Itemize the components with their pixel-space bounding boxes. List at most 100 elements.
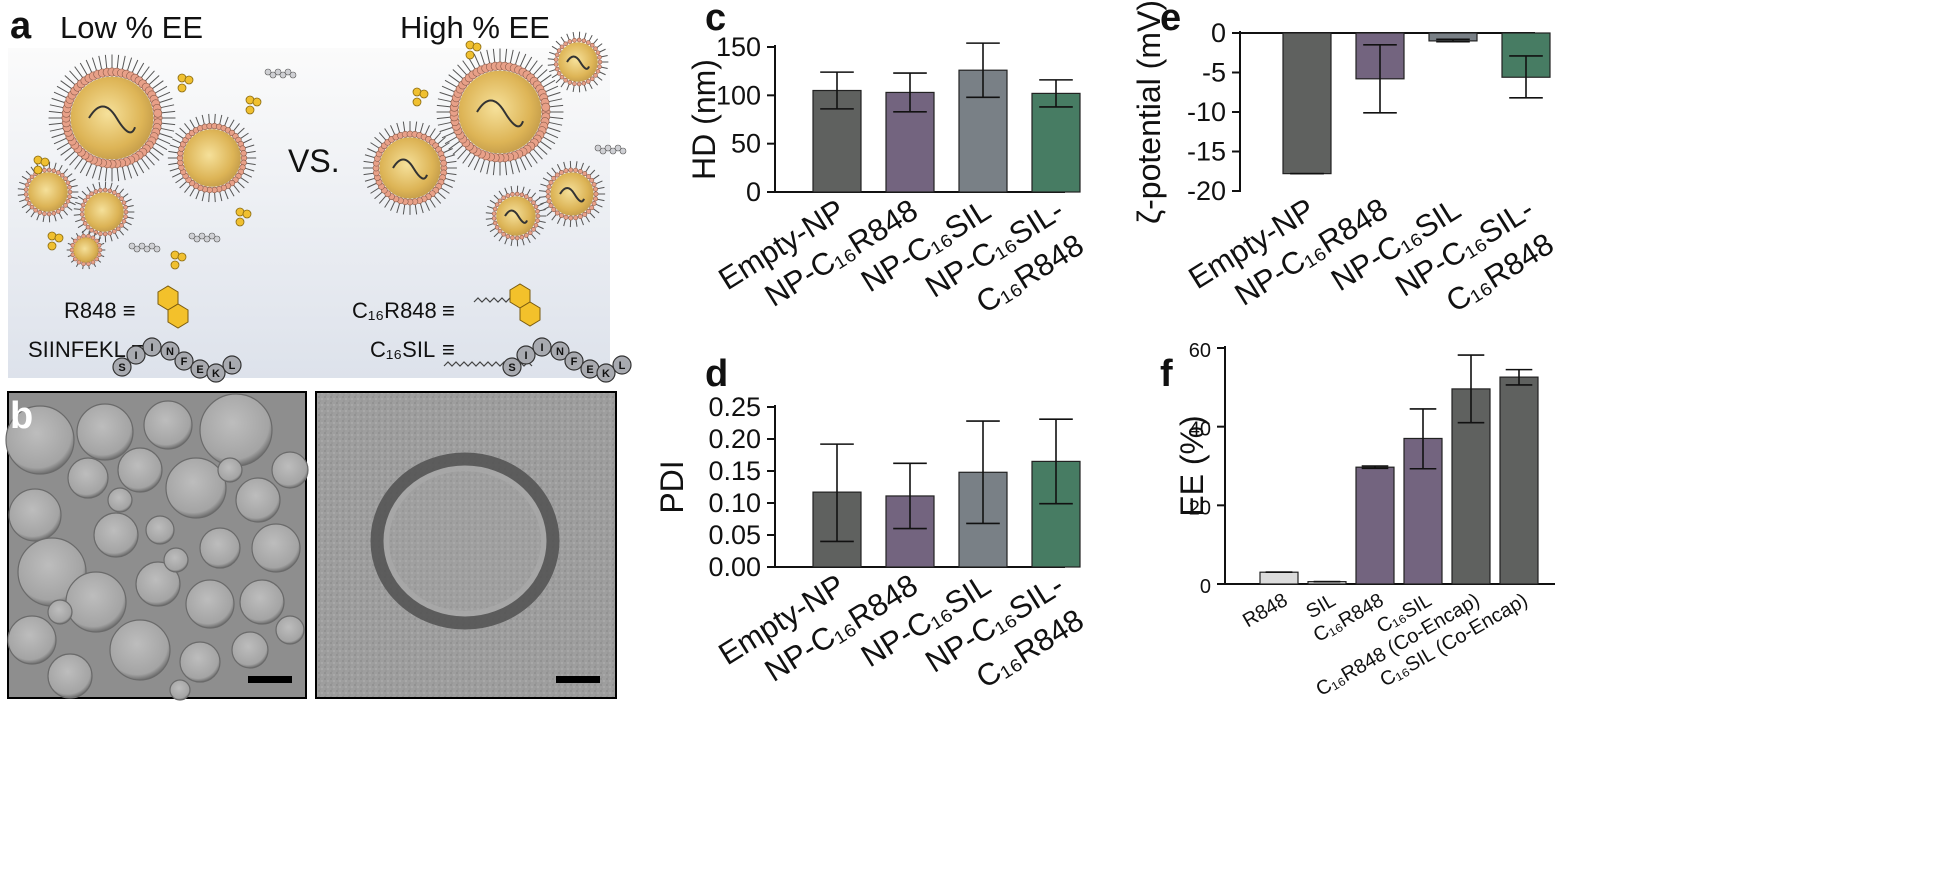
peptide-bead-letter: L bbox=[619, 360, 626, 372]
y-tick-label: -20 bbox=[1187, 176, 1226, 206]
lipid-head bbox=[82, 198, 88, 203]
lipid-head bbox=[59, 206, 65, 212]
lipid-head bbox=[46, 211, 52, 217]
lipid-head bbox=[586, 79, 591, 84]
lipid-head bbox=[524, 233, 529, 238]
nanoparticle-icon bbox=[436, 48, 564, 176]
free-peptide-icon bbox=[274, 68, 282, 76]
np-cargo bbox=[559, 187, 585, 203]
droplet-field bbox=[5, 393, 309, 701]
lipid-head bbox=[597, 64, 602, 70]
free-peptide-icon bbox=[133, 245, 141, 253]
bar bbox=[1282, 32, 1332, 175]
free-peptide-icon bbox=[198, 232, 206, 240]
lipid-head bbox=[541, 102, 551, 112]
lipid-head bbox=[89, 227, 94, 233]
y-tick-label: 0.10 bbox=[708, 488, 761, 518]
lipid-head bbox=[533, 222, 539, 228]
lipid-head bbox=[119, 223, 124, 228]
free-r848-icon bbox=[245, 105, 255, 115]
lipid-head bbox=[589, 205, 595, 211]
lipid-head bbox=[85, 194, 91, 200]
lipid-head bbox=[551, 175, 557, 181]
y-tick-label: 0.20 bbox=[708, 424, 761, 454]
y-tick-label: 0.25 bbox=[708, 392, 761, 422]
y-tick-label: 40 bbox=[1189, 419, 1211, 441]
y-tick-label: 0 bbox=[1211, 18, 1226, 48]
lipid-head bbox=[67, 189, 73, 195]
lipid-head bbox=[240, 150, 247, 157]
lipid-head bbox=[577, 169, 583, 174]
peptide-bead-letter: N bbox=[556, 346, 564, 358]
lipid-head bbox=[153, 108, 163, 118]
peptide-bead-letter: I bbox=[540, 342, 543, 354]
free-peptide-icon bbox=[604, 144, 612, 152]
tem-right-image bbox=[315, 391, 617, 699]
free-r848-icon bbox=[412, 97, 422, 107]
np-cargo bbox=[566, 55, 590, 70]
lipid-head bbox=[26, 178, 32, 183]
free-peptide-icon bbox=[153, 245, 161, 253]
emulsion-droplet bbox=[109, 619, 171, 681]
lipid-head bbox=[554, 66, 560, 72]
lipid-head bbox=[553, 62, 559, 67]
lipid-head bbox=[582, 211, 588, 217]
bar bbox=[1355, 466, 1395, 585]
free-peptide-icon bbox=[289, 71, 297, 79]
lipid-head bbox=[93, 230, 99, 235]
peptide-bead bbox=[596, 363, 616, 383]
emulsion-droplet bbox=[235, 477, 281, 523]
lipid-head bbox=[33, 207, 38, 213]
free-peptide-icon bbox=[609, 147, 617, 155]
free-peptide-icon bbox=[599, 147, 607, 155]
lipid-head bbox=[23, 187, 29, 192]
lipid-head bbox=[595, 50, 601, 56]
emulsion-droplet bbox=[76, 403, 134, 461]
lipid-head bbox=[121, 200, 127, 206]
lipid-head bbox=[505, 234, 511, 239]
free-r848-icon bbox=[177, 83, 187, 93]
free-r848-icon bbox=[419, 89, 429, 99]
nanoparticle-icon bbox=[73, 181, 135, 243]
y-tick-label: 150 bbox=[716, 32, 761, 62]
np-cargo bbox=[476, 99, 524, 128]
peptide-bead bbox=[112, 357, 132, 377]
lipid-head bbox=[563, 77, 568, 83]
emulsion-droplet bbox=[145, 515, 175, 545]
np-core bbox=[558, 42, 598, 82]
lipid-head bbox=[56, 170, 61, 175]
emulsion-droplet bbox=[217, 457, 243, 483]
lipid-head bbox=[492, 220, 498, 226]
y-tick-label: 50 bbox=[731, 129, 761, 159]
panel-b: b bbox=[5, 391, 617, 701]
lipid-head bbox=[82, 221, 88, 226]
c16r848-molecule-icon bbox=[509, 283, 541, 327]
lipid-head bbox=[568, 215, 574, 221]
nanoparticle-icon bbox=[547, 31, 609, 93]
peptide-bead bbox=[564, 351, 584, 371]
panel-letter-e: e bbox=[1160, 0, 1181, 39]
peptide-bead bbox=[550, 341, 570, 361]
lipid-head bbox=[491, 211, 497, 216]
lipid-head bbox=[514, 191, 520, 197]
lipid-head bbox=[65, 180, 71, 186]
emulsion-droplet bbox=[47, 599, 73, 625]
r848-molecule-icon bbox=[157, 285, 189, 329]
siinfekl-peptide-icon: SII NFE KL bbox=[112, 337, 242, 383]
lipid-head bbox=[514, 235, 520, 241]
y-tick-label: 20 bbox=[1189, 497, 1211, 519]
bar bbox=[1499, 376, 1539, 585]
lipid-head bbox=[589, 42, 595, 48]
free-r848-icon bbox=[252, 97, 262, 107]
lipid-head bbox=[107, 230, 113, 236]
lipid-head bbox=[494, 202, 500, 207]
emulsion-droplet bbox=[143, 400, 193, 450]
peptide-bead-letter: F bbox=[181, 356, 188, 368]
lipid-head bbox=[42, 167, 47, 173]
lipid-head bbox=[593, 73, 598, 78]
lipid-head bbox=[37, 210, 43, 215]
free-peptide-icon bbox=[284, 68, 292, 76]
lipid-head bbox=[546, 198, 552, 204]
lipid-head bbox=[519, 192, 525, 198]
